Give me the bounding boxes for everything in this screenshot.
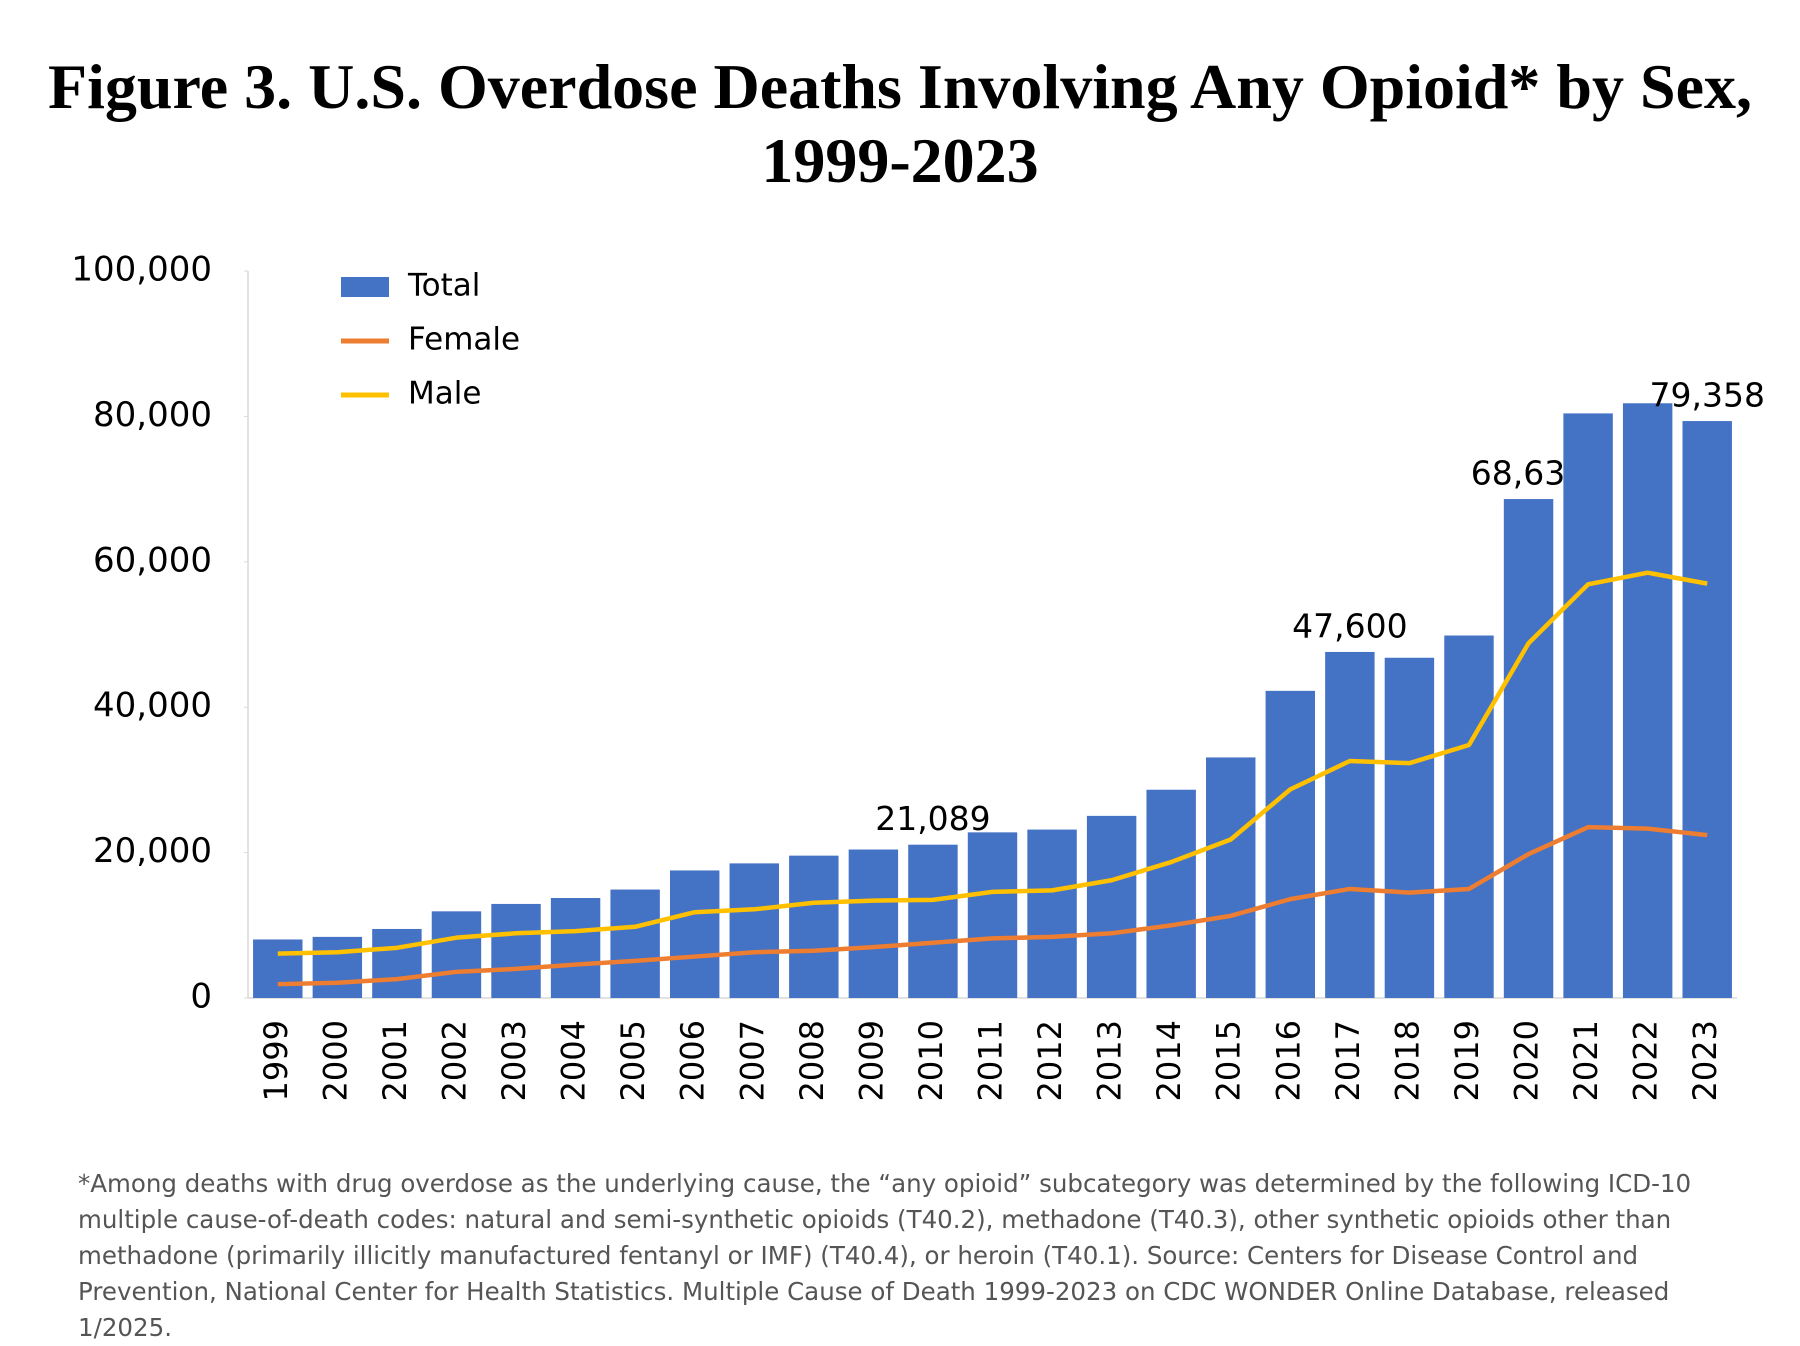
x-tick-label: 2018 bbox=[1388, 1020, 1426, 1101]
line bbox=[277, 570, 1708, 956]
value-label: 21,089 bbox=[875, 799, 990, 838]
bar bbox=[729, 863, 779, 998]
bar bbox=[1086, 815, 1137, 998]
bar bbox=[431, 911, 482, 998]
value-label: 79,358 bbox=[1649, 376, 1764, 415]
bar bbox=[253, 939, 303, 998]
bar bbox=[967, 832, 1018, 998]
x-tick-label: 2016 bbox=[1269, 1020, 1307, 1101]
bar bbox=[1622, 403, 1673, 998]
x-tick-label: 2023 bbox=[1686, 1020, 1724, 1101]
x-tick-label: 2002 bbox=[435, 1020, 473, 1101]
x-tick-label: 2013 bbox=[1091, 1020, 1129, 1101]
bar bbox=[610, 889, 660, 998]
bar bbox=[1384, 657, 1435, 998]
legend-label: Female bbox=[408, 322, 520, 358]
y-tick-label: 40,000 bbox=[93, 686, 212, 726]
line bbox=[277, 824, 1708, 987]
chart-title: Figure 3. U.S. Overdose Deaths Involving… bbox=[48, 51, 1752, 196]
x-tick-label: 2015 bbox=[1210, 1020, 1248, 1101]
x-tick-label: 2014 bbox=[1150, 1020, 1188, 1101]
footnote: *Among deaths with drug overdose as the … bbox=[78, 1169, 1692, 1342]
x-tick-label: 2011 bbox=[972, 1020, 1010, 1101]
value-label: 47,600 bbox=[1292, 606, 1407, 645]
x-tick-label: 2022 bbox=[1627, 1020, 1665, 1101]
x-tick-label: 2000 bbox=[316, 1020, 354, 1101]
x-tick-label: 1999 bbox=[257, 1020, 295, 1101]
x-tick-label: 2019 bbox=[1448, 1020, 1486, 1101]
x-tick-label: 2004 bbox=[555, 1020, 593, 1101]
legend-swatch bbox=[341, 277, 389, 297]
bar bbox=[372, 928, 422, 998]
x-tick-label: 2020 bbox=[1508, 1020, 1546, 1101]
x-tick-label: 2010 bbox=[912, 1020, 950, 1101]
x-tick-label: 2021 bbox=[1567, 1020, 1605, 1101]
x-tick-label: 2001 bbox=[376, 1020, 414, 1101]
x-tick-label: 2012 bbox=[1031, 1020, 1069, 1101]
x-tick-label: 2009 bbox=[852, 1020, 890, 1101]
x-tick-label: 2005 bbox=[614, 1020, 652, 1101]
y-tick-label: 100,000 bbox=[71, 250, 212, 290]
legend-label: Total bbox=[407, 268, 480, 304]
bar bbox=[312, 936, 363, 998]
y-tick-label: 80,000 bbox=[93, 395, 212, 435]
bar bbox=[1146, 789, 1196, 998]
bar bbox=[1027, 829, 1077, 998]
bar bbox=[789, 855, 839, 998]
bar bbox=[1325, 651, 1375, 998]
y-tick-label: 0 bbox=[190, 977, 212, 1017]
bar bbox=[1503, 499, 1554, 998]
bar bbox=[1206, 757, 1256, 998]
bar bbox=[550, 897, 601, 998]
bar bbox=[1444, 635, 1494, 998]
x-tick-label: 2003 bbox=[495, 1020, 533, 1101]
y-tick-label: 20,000 bbox=[93, 831, 212, 871]
y-tick-label: 60,000 bbox=[93, 540, 212, 580]
bar bbox=[669, 870, 720, 998]
x-tick-label: 2007 bbox=[733, 1020, 771, 1101]
legend-label: Male bbox=[408, 376, 481, 412]
bar bbox=[491, 903, 541, 998]
bar bbox=[908, 844, 958, 998]
x-tick-label: 2008 bbox=[793, 1020, 831, 1101]
bar bbox=[1265, 690, 1316, 998]
bar bbox=[848, 849, 899, 998]
bar bbox=[1682, 421, 1732, 998]
x-tick-label: 2006 bbox=[674, 1020, 712, 1101]
bar bbox=[1563, 413, 1613, 999]
x-tick-label: 2017 bbox=[1329, 1020, 1367, 1101]
